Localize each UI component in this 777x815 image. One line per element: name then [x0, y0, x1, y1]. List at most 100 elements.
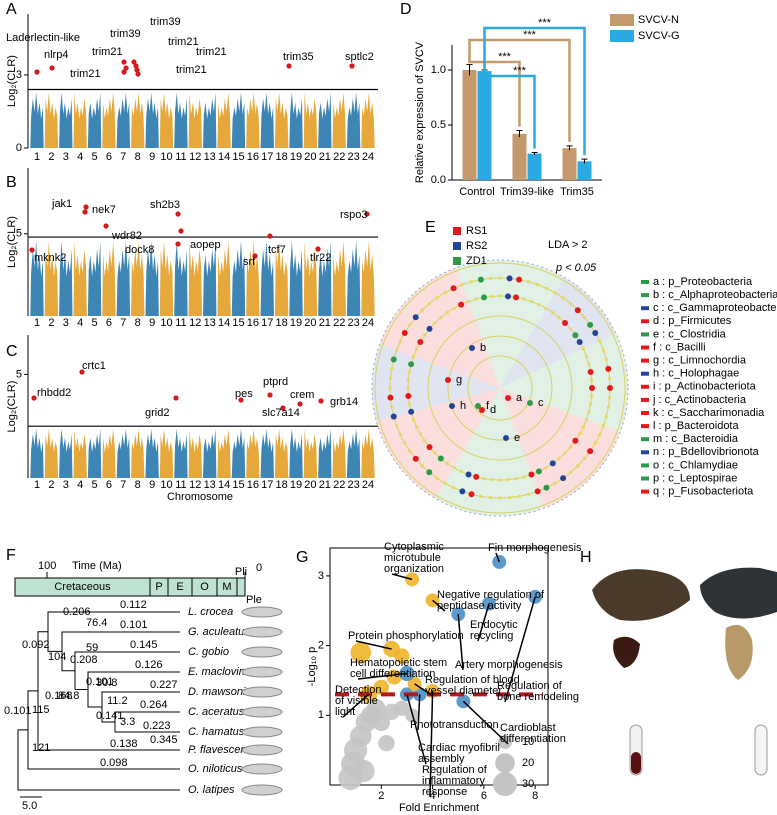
term-point: [378, 734, 395, 752]
clade-node: [426, 325, 433, 332]
x-tick-label: 16: [247, 479, 259, 491]
peak-dot: [178, 228, 184, 234]
gene-label: trim21: [70, 68, 101, 80]
species-name: C. gobio: [188, 646, 229, 658]
peak-dot: [134, 67, 140, 73]
fish-icon: [241, 666, 283, 678]
taxon-label: o : c_Chlamydiae: [653, 459, 738, 471]
taxon-label: b : c_Alphaproteobacteria: [653, 289, 777, 301]
taxon-label: i : p_Actinobacteriota: [653, 381, 757, 393]
node-label: c: [538, 397, 544, 409]
snp-cluster: [303, 428, 318, 478]
taxon-swatch: [641, 424, 649, 429]
significance-bracket: [468, 38, 571, 142]
clade-node: [581, 425, 585, 429]
clade-node: [507, 495, 512, 500]
peak-dot: [82, 209, 88, 215]
gene-label: jak1: [51, 198, 72, 210]
significance: p < 0.05: [555, 262, 597, 274]
clade-node: [544, 306, 548, 310]
branch-length: 0.101: [4, 705, 32, 717]
clade-node: [505, 293, 512, 300]
fish-icon: [241, 606, 283, 618]
snp-cluster: [260, 428, 274, 478]
y-tick-label: 1: [318, 709, 324, 721]
x-tick-label: 20: [304, 479, 316, 491]
node-marker: [445, 377, 451, 383]
clade-node: [498, 496, 502, 500]
clade-node: [582, 457, 586, 461]
snp-cluster: [289, 92, 303, 148]
gene-label: grid2: [145, 407, 169, 419]
snp-cluster: [260, 92, 274, 148]
node-marker: [505, 395, 511, 401]
x-tick-label: 22: [333, 151, 345, 163]
clade-ring: [447, 335, 553, 441]
y-axis-label: Log₂(CLR): [6, 216, 18, 268]
x-tick-label: 4: [77, 317, 83, 329]
taxon-swatch: [641, 306, 649, 311]
term-label: Negative regulation of: [437, 589, 545, 601]
x-tick-label: 5: [92, 479, 98, 491]
species-name: C. aceratus: [188, 706, 245, 718]
clade-node: [526, 492, 531, 496]
x-tick-label: 21: [319, 317, 331, 329]
snp-cluster: [188, 428, 202, 478]
snp-cluster: [318, 241, 332, 316]
clade-node: [522, 297, 526, 301]
x-tick-label: 2: [48, 151, 54, 163]
term-point: [341, 752, 366, 777]
snp-cluster: [332, 92, 346, 148]
taxon-swatch: [641, 280, 649, 284]
panel-label: H: [580, 549, 592, 566]
era-bar: [14, 577, 246, 597]
snp-cluster: [346, 92, 361, 148]
snp-cluster: [44, 428, 59, 478]
clade-node: [574, 307, 581, 314]
x-tick-label: 20: [304, 317, 316, 329]
taxon-label: d : p_Firmicutes: [653, 315, 732, 327]
gene-label: Laderlectin-like: [6, 32, 80, 44]
clade-node: [606, 405, 610, 409]
bar: [462, 70, 477, 180]
clade-node: [465, 471, 472, 478]
x-tick-label: 2: [48, 317, 54, 329]
x-tick-label: 4: [430, 790, 436, 802]
x-tick-label: 18: [276, 317, 288, 329]
snp-cluster: [231, 92, 246, 148]
branch-length: 0.227: [150, 679, 178, 691]
snp-cluster: [59, 428, 73, 478]
x-tick-label: 11: [175, 151, 186, 163]
clade-shade: [372, 344, 500, 422]
x-tick-label: 14: [218, 479, 230, 491]
term-label: Detection: [335, 684, 381, 696]
clade-node: [568, 327, 573, 331]
species-name: L. crocea: [188, 606, 233, 618]
x-tick-label: 8: [135, 151, 141, 163]
taxon-swatch: [641, 332, 649, 337]
clade-node: [498, 478, 502, 482]
x-tick-label: 14: [218, 151, 230, 163]
gene-label: trim39: [110, 28, 141, 40]
species-name: C. hamatus: [188, 726, 245, 738]
clade-node: [563, 451, 567, 455]
taxon-label: l : p_Bacteroidota: [653, 420, 739, 432]
significance-label: ***: [498, 51, 512, 63]
snp-cluster: [30, 428, 44, 478]
x-tick-label: 6: [106, 479, 112, 491]
gene-label: tlr22: [310, 252, 331, 264]
y-axis-label: -Log₁₀ p: [306, 647, 318, 686]
snp-cluster: [73, 428, 87, 478]
x-tick-label: 24: [362, 317, 374, 329]
x-tick-label: 15: [232, 151, 244, 163]
species-name: D. mawsoni: [188, 686, 246, 698]
clade-node: [506, 478, 510, 482]
x-tick-label: 17: [261, 151, 273, 163]
clade-shade: [500, 277, 617, 388]
clade-node: [437, 455, 444, 462]
peak-dot: [175, 241, 181, 247]
x-tick-label: 14: [218, 317, 230, 329]
clade-node: [593, 441, 597, 445]
size-legend-dot: [492, 771, 518, 797]
gene-label: dock8: [125, 244, 154, 256]
